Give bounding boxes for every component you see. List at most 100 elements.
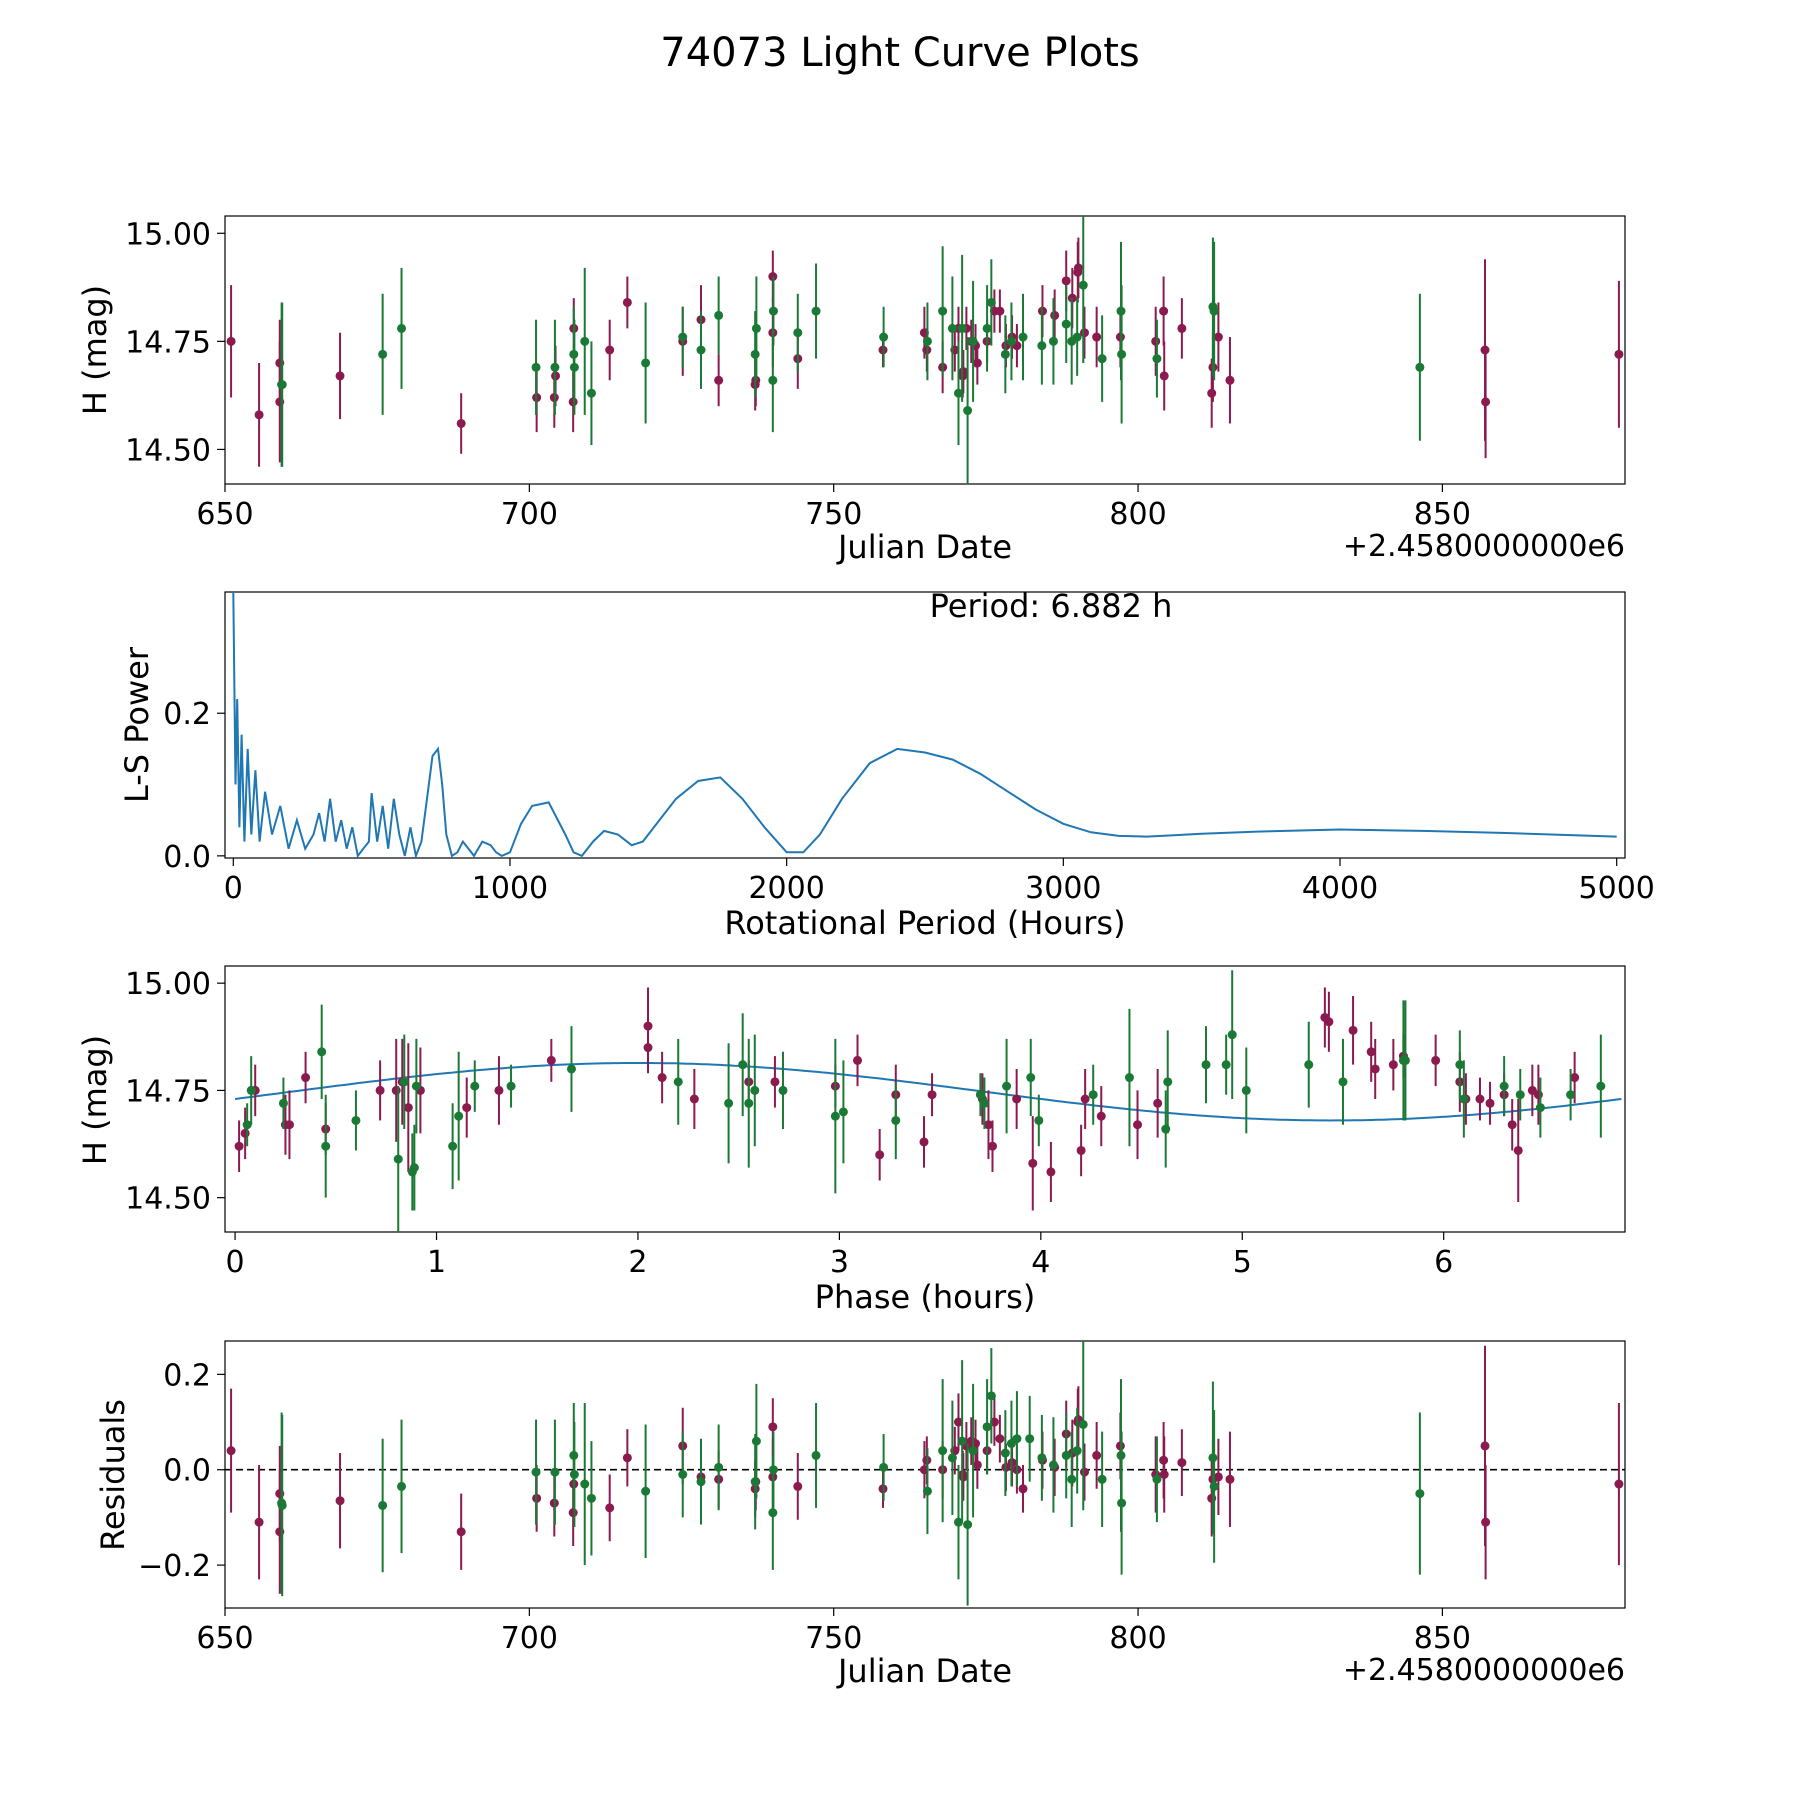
green-data-point (242, 1120, 252, 1130)
green-data-point (1018, 332, 1028, 342)
green-data-point (957, 323, 967, 333)
green-data-point (968, 336, 978, 346)
red-data-point (1475, 1094, 1485, 1104)
green-data-point (938, 1446, 948, 1456)
x-tick-label: 2000 (748, 871, 824, 906)
x-tick-label: 800 (1109, 497, 1166, 532)
green-data-point (277, 380, 287, 390)
red-data-point (1480, 1441, 1490, 1451)
green-data-point (1400, 1055, 1410, 1065)
red-data-point (605, 345, 615, 355)
green-data-point (1000, 349, 1010, 359)
green-data-point (586, 388, 596, 398)
red-data-point (1370, 1064, 1380, 1074)
green-data-point (1072, 332, 1082, 342)
green-data-point (1515, 1090, 1525, 1100)
red-data-point (622, 1453, 632, 1463)
red-data-point (1570, 1073, 1580, 1083)
green-data-point (768, 1465, 778, 1475)
green-data-point (714, 310, 724, 320)
red-data-point (689, 1094, 699, 1104)
green-data-point (641, 1486, 651, 1496)
green-data-point (750, 1477, 760, 1487)
green-data-point (566, 1064, 576, 1074)
red-data-point (972, 1460, 982, 1470)
green-data-point (321, 1141, 331, 1151)
green-data-point (393, 1154, 403, 1164)
green-data-point (409, 1163, 419, 1173)
panel-light-curve: 650 700 750 800 850 14.50 14.75 15.00 Julian D… (76, 215, 1626, 566)
x-tick-label: 650 (196, 497, 253, 532)
green-data-point (879, 1462, 889, 1472)
green-data-point (986, 1391, 996, 1401)
marks (225, 1341, 1625, 1606)
y-axis-label: H (mag) (76, 1035, 114, 1165)
green-data-point (750, 1085, 760, 1095)
green-data-point (1208, 1453, 1218, 1463)
red-data-point (770, 1077, 780, 1087)
red-data-point (1507, 1120, 1517, 1130)
green-data-point (979, 1098, 989, 1108)
green-data-point (1152, 354, 1162, 364)
red-data-point (853, 1055, 863, 1065)
red-data-point (983, 1120, 993, 1130)
green-data-point (811, 1450, 821, 1460)
y-tick-label: 14.50 (125, 1182, 211, 1217)
red-data-point (1133, 1120, 1143, 1130)
green-data-point (378, 1500, 388, 1510)
red-data-point (1177, 1458, 1187, 1468)
model-curve (234, 1062, 1622, 1122)
green-data-point (696, 345, 706, 355)
green-data-point (751, 1436, 761, 1446)
green-data-point (751, 323, 761, 333)
green-data-point (1535, 1103, 1545, 1113)
green-data-point (1596, 1081, 1606, 1091)
green-data-point (1566, 1090, 1576, 1100)
green-data-point (768, 1508, 778, 1518)
plot-frame-periodogram (224, 591, 1626, 859)
y-tick-label: 15.00 (125, 967, 211, 1002)
red-data-point (1213, 1472, 1223, 1482)
green-data-point (1061, 1450, 1071, 1460)
red-data-point (622, 297, 632, 307)
green-data-point (470, 1081, 480, 1091)
green-data-point (569, 362, 579, 372)
x-tick-label: 700 (501, 1621, 558, 1656)
green-data-point (1088, 1090, 1098, 1100)
x-axis-label: Julian Date (836, 528, 1012, 566)
green-data-point (1459, 1094, 1469, 1104)
red-data-point (494, 1085, 504, 1095)
red-data-point (462, 1103, 472, 1113)
red-data-point (1485, 1098, 1495, 1108)
y-tick-label: 0.2 (163, 697, 211, 732)
green-data-point (1078, 1419, 1088, 1429)
green-data-point (586, 1493, 596, 1503)
plot-frame-residuals (224, 1340, 1626, 1609)
red-data-point (1159, 1470, 1169, 1479)
green-data-point (1037, 341, 1047, 351)
green-data-point (1304, 1060, 1314, 1070)
green-data-point (378, 349, 388, 359)
red-data-point (958, 1472, 968, 1482)
x-tick-label: 6 (1434, 1245, 1453, 1280)
green-data-point (411, 1081, 421, 1091)
green-data-point (641, 358, 651, 368)
green-data-point (714, 1462, 724, 1472)
green-data-point (947, 1453, 957, 1463)
plot-frame-light-curve (224, 215, 1626, 485)
x-ticks: 0 1 2 3 4 5 6 (226, 1232, 1453, 1280)
panel-periodogram: 0 1000 2000 3000 4000 5000 0.0 0.2 Period: 6.8… (118, 587, 1655, 942)
red-data-point (1079, 1467, 1089, 1477)
green-data-point (1061, 319, 1071, 329)
y-tick-label: 0.2 (163, 1358, 211, 1393)
green-data-point (986, 297, 996, 307)
red-data-point (1225, 1474, 1235, 1484)
green-data-point (277, 1500, 287, 1510)
green-data-point (1048, 1460, 1058, 1470)
red-data-point (793, 1481, 803, 1491)
green-data-point (397, 1481, 407, 1491)
x-tick-label: 5 (1233, 1245, 1252, 1280)
green-data-point (1002, 1081, 1012, 1091)
green-data-point (1000, 1448, 1010, 1458)
green-data-point (744, 1098, 754, 1108)
